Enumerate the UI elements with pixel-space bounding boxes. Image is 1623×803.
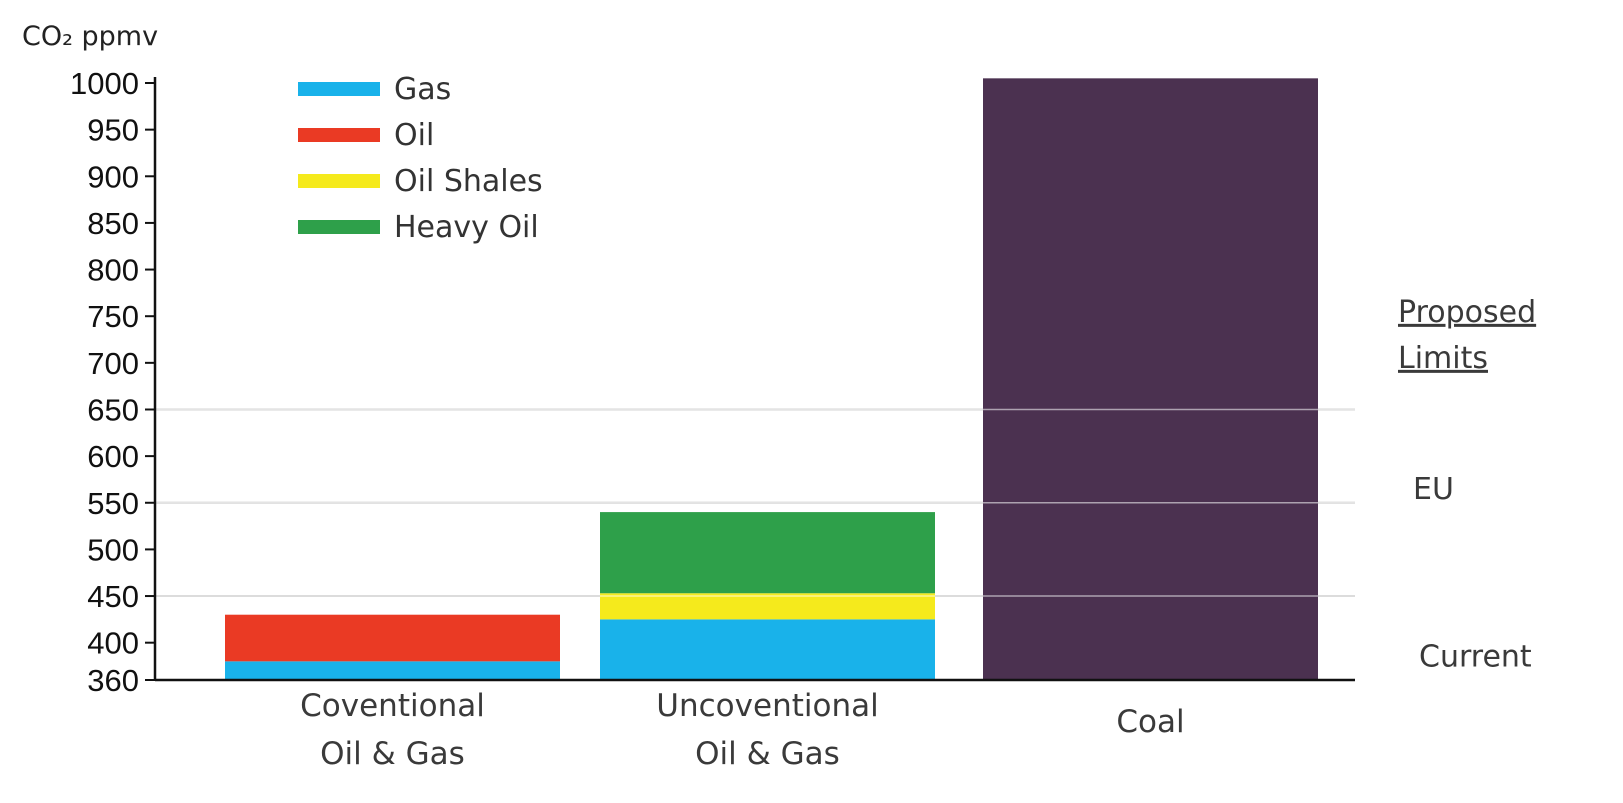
bar-segment-1-oil-shales [600,593,935,620]
threshold-annotation: Current [1419,640,1532,675]
threshold-annotations: Proposed Limits EU Current [1398,295,1536,675]
bar-segment-0-gas [225,661,560,680]
reference-lines-over-bars [155,408,1355,597]
legend-label-gas: Gas [394,72,451,107]
threshold-annotation: Proposed [1398,295,1536,330]
legend-swatch-gas [298,82,380,96]
legend-swatch-oil-shales [298,174,380,188]
category-label: Oil & Gas [695,736,840,772]
y-tick-label: 850 [87,206,139,241]
y-tick-label: 500 [87,532,139,567]
y-tick-label: 700 [87,346,139,381]
category-label: Oil & Gas [320,736,465,772]
bars [225,78,1318,680]
bar-segment-0-oil [225,614,560,662]
y-tick-label: 450 [87,579,139,614]
bar-segment-1-heavy-oil [600,512,935,594]
category-labels: Coventional Oil & Gas Uncoventional Oil & G… [300,688,1184,772]
y-tick-label: 650 [87,392,139,427]
y-tick-label: 750 [87,299,139,334]
threshold-annotation: EU [1413,472,1454,507]
legend-label-oil-shales: Oil Shales [394,164,543,199]
legend-label-heavy-oil: Heavy Oil [394,210,539,245]
category-label: Uncoventional [656,688,878,724]
y-tick-label: 400 [87,626,139,661]
y-tick-label: 360 [87,663,139,698]
category-label: Coventional [300,688,485,724]
y-tick-label: 950 [87,113,139,148]
axes: 1000 950 900 850 800 750 700 650 600 550 500 450 400… [22,21,1355,698]
threshold-annotation: Limits [1398,341,1488,376]
bar-segment-2-total [983,78,1318,680]
legend: Gas Oil Oil Shales Heavy Oil [298,72,543,245]
y-tick-label: 900 [87,159,139,194]
y-axis-label: CO₂ ppmv [22,21,158,52]
y-tick-label: 600 [87,439,139,474]
y-tick-label: 800 [87,253,139,288]
legend-swatch-heavy-oil [298,220,380,234]
bar-segment-1-gas [600,619,935,680]
category-label: Coal [1116,704,1184,740]
legend-label-oil: Oil [394,118,434,153]
legend-swatch-oil [298,128,380,142]
y-tick-label: 550 [87,486,139,521]
y-tick-label: 1000 [70,66,139,101]
